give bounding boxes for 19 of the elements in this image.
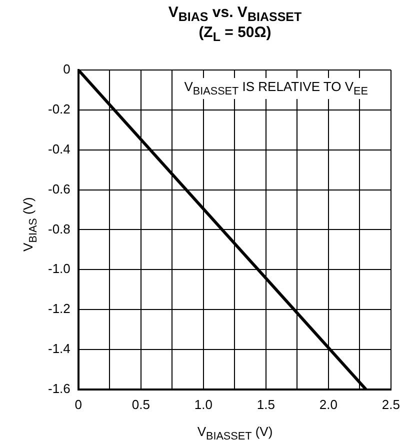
y-tick-label: -1.2 [48, 301, 70, 316]
x-tick-label: 0.5 [132, 396, 150, 412]
y-tick-label: -1.0 [48, 261, 70, 276]
annotation: V$_{BIASSET}$ IS RELATIVE TO V$_{EE}$ [181, 78, 371, 99]
x-tick-label: 1.0 [194, 396, 212, 412]
y-tick-label: -0.8 [48, 221, 70, 236]
chart-subtitle: (Z$_{L}$ = 50Ω) [198, 24, 272, 44]
x-tick-label: 1.5 [256, 396, 275, 412]
y-tick-label: -0.2 [48, 102, 70, 117]
y-tick-label: -0.4 [48, 141, 70, 156]
y-tick-label: 0 [63, 62, 70, 77]
y-tick-label: -0.6 [48, 181, 70, 196]
chart-title: V$_{BIAS}$ vs. V$_{BIASSET}$ [167, 4, 303, 24]
x-tick-label: 0 [74, 396, 82, 412]
x-tick-label: 2.0 [319, 396, 338, 412]
y-tick-label: -1.6 [48, 380, 70, 396]
y-tick-label: -1.4 [48, 341, 70, 356]
x-axis-title: V$_{BIASSET}$ (V) [196, 424, 274, 443]
x-tick-label: 2.5 [382, 396, 400, 412]
